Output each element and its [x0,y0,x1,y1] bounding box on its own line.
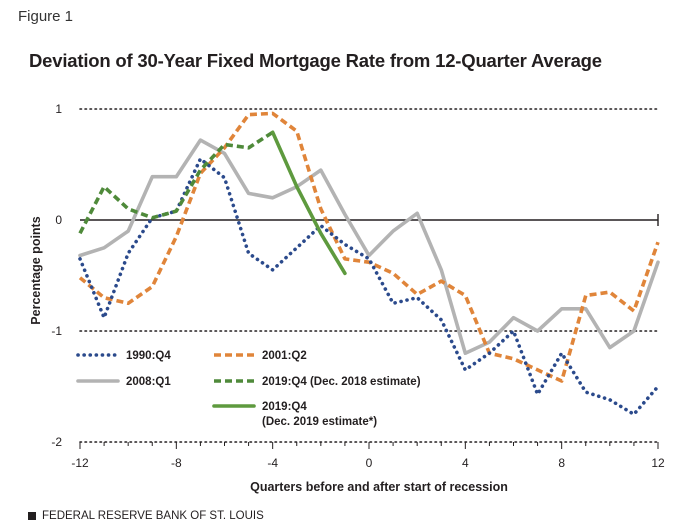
series-line-s2019a [78,130,274,235]
legend-label-s2001: 2001:Q2 [262,350,307,362]
x-tick-label: 8 [558,456,565,470]
y-tick-label: 1 [55,102,62,116]
y-axis-title: Percentage points [29,216,43,324]
series-line-s2019b [270,130,347,276]
x-tick-label: 12 [651,456,665,470]
legend-layer: 1990:Q4 2001:Q2 2008:Q1 2019:Q4 (Dec. 2018 … [76,350,421,428]
x-tick-label: -4 [267,456,278,470]
legend-label-s2019b: 2019:Q4 [262,401,307,413]
y-tick-label: -2 [51,435,62,449]
y-tick-label: 0 [55,213,62,227]
y-tick-label: -1 [51,324,62,338]
footer-source: FEDERAL RESERVE BANK OF ST. LOUIS [42,510,264,522]
axis-layer: 1 0 -1 -2 -12 -8 -4 0 4 8 12 Quarters before and af… [29,102,665,494]
series-line-s2001 [78,111,660,383]
legend-label-s2008: 2008:Q1 [126,376,171,388]
x-tick-label: 4 [462,456,469,470]
legend-label-s1990: 1990:Q4 [126,350,171,362]
x-axis-title: Quarters before and after start of reces… [250,480,508,494]
figure-label: Figure 1 [18,8,74,25]
fed-square-icon [28,512,36,520]
series-line-s2008 [78,138,660,356]
chart-title: Deviation of 30-Year Fixed Mortgage Rate… [29,50,602,71]
x-tick-label: -8 [171,456,182,470]
x-tick-label: 0 [366,456,373,470]
legend-label-s2019a: 2019:Q4 (Dec. 2018 estimate) [262,376,421,388]
grid-layer [79,108,659,443]
footer: FEDERAL RESERVE BANK OF ST. LOUIS [28,510,264,522]
legend-label-s2019b-line2: (Dec. 2019 estimate*) [262,416,377,428]
x-tick-label: -12 [71,456,89,470]
series-layer [78,111,660,417]
